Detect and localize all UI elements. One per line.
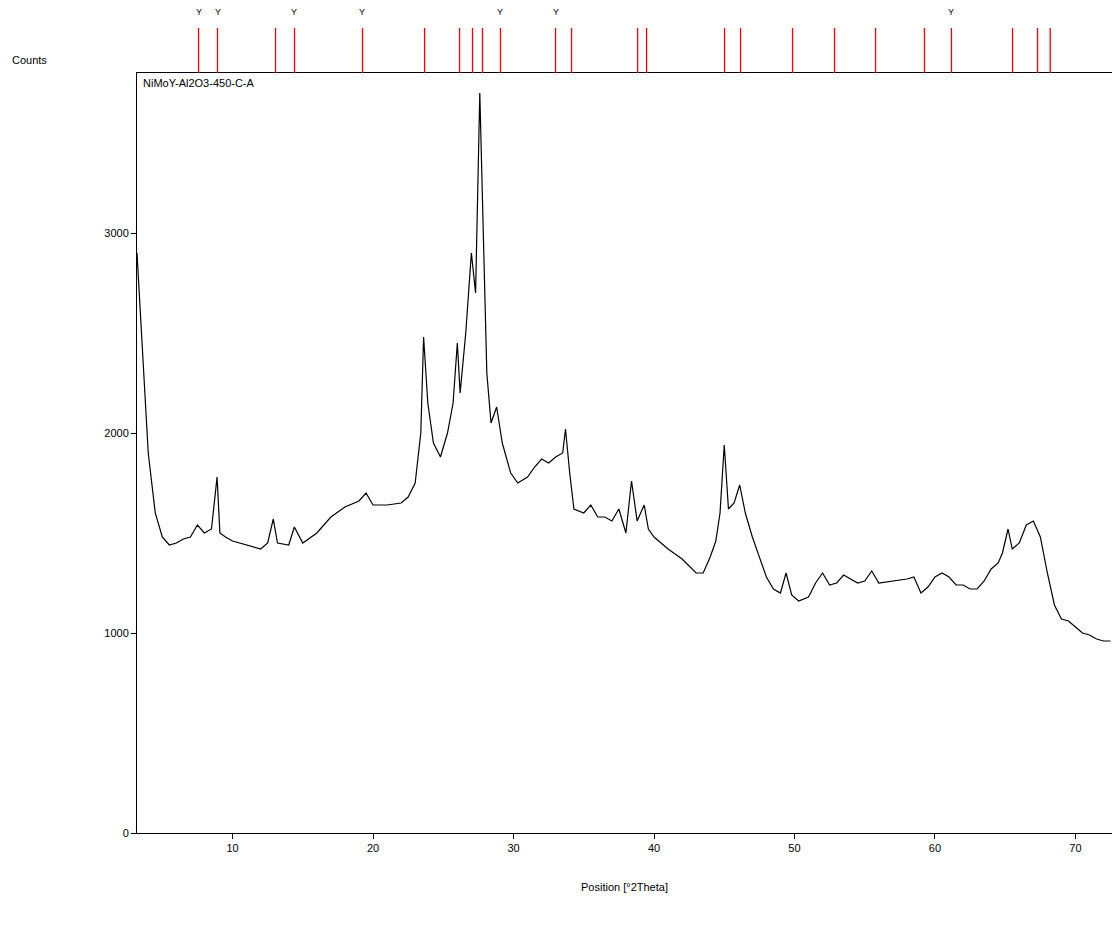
svg-text:40: 40 (648, 842, 660, 854)
svg-text:Y: Y (215, 7, 221, 17)
svg-text:Counts: Counts (12, 54, 47, 66)
svg-text:30: 30 (507, 842, 519, 854)
svg-text:Y: Y (196, 7, 202, 17)
svg-text:Position [°2Theta]: Position [°2Theta] (581, 881, 668, 893)
svg-text:1000: 1000 (104, 627, 128, 639)
svg-text:Y: Y (497, 7, 503, 17)
svg-text:70: 70 (1069, 842, 1081, 854)
svg-text:Y: Y (291, 7, 297, 17)
svg-text:Y: Y (359, 7, 365, 17)
svg-text:2000: 2000 (104, 427, 128, 439)
svg-text:50: 50 (788, 842, 800, 854)
svg-text:60: 60 (929, 842, 941, 854)
svg-text:20: 20 (367, 842, 379, 854)
svg-text:Y: Y (948, 7, 954, 17)
svg-text:10: 10 (226, 842, 238, 854)
svg-text:Y: Y (553, 7, 559, 17)
svg-text:3000: 3000 (104, 227, 128, 239)
svg-text:NiMoY-Al2O3-450-C-A: NiMoY-Al2O3-450-C-A (143, 77, 255, 89)
svg-text:0: 0 (123, 827, 129, 839)
